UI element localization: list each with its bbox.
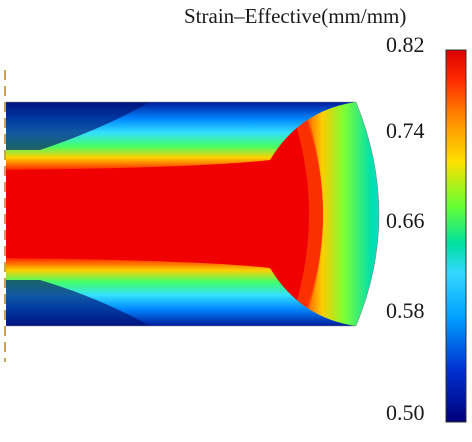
deformed-specimen xyxy=(6,102,379,326)
colorbar-title: Strain–Effective(mm/mm) xyxy=(184,4,407,28)
colorbar xyxy=(446,50,466,422)
tick-label-4: 0.58 xyxy=(386,298,425,323)
tick-label-2: 0.74 xyxy=(386,118,425,143)
tick-label-min: 0.50 xyxy=(386,400,425,425)
tick-label-max: 0.82 xyxy=(386,32,425,57)
tick-label-3: 0.66 xyxy=(386,208,425,233)
